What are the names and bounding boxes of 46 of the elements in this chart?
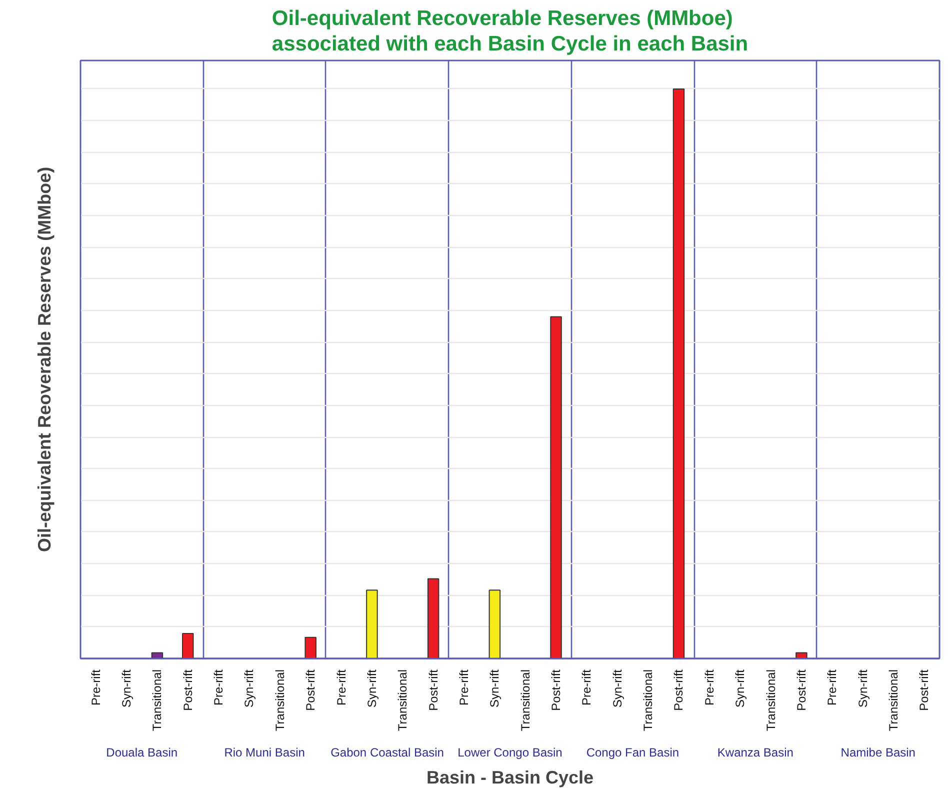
x-tick-label: Post-rift [917,668,932,711]
bar [672,88,685,658]
x-tick-label: Post-rift [794,668,808,711]
x-tick-label: Transitional [396,669,410,732]
x-tick-label: Transitional [150,669,164,732]
bar [366,590,378,658]
x-tick-label: Syn-rift [364,668,379,708]
chart-title: Oil-equivalent Recoverable Reserves (MMboe) associated with each Basin Cycle in each Basin [272,7,748,56]
x-tick-label: Syn-rift [242,668,256,708]
x-tick-label: Transitional [886,669,900,732]
text: Congo Fan Basin [586,746,680,760]
x-tick-label: Transitional [518,669,532,732]
x-tick-label: Pre-rift [580,668,594,706]
x-tick-label: Pre-rift [212,668,226,706]
x-tick-label: Syn-rift [488,668,502,708]
x-tick-label: Pre-rift [88,668,103,706]
y-axis-title: Oil-equivalent Reoverable Reserves (MMboe) [34,166,54,552]
x-tick-label: Transitional [764,669,778,732]
text: Lower Congo Basin [458,746,562,760]
x-tick-label: Syn-rift [733,668,748,708]
bar [304,636,316,658]
x-tick-label: Pre-rift [825,668,840,706]
x-tick-label: Syn-rift [610,668,624,708]
x-tick-label: Transitional [641,669,656,732]
bar [550,316,562,658]
bar [182,632,194,658]
text: Douala Basin [106,746,178,760]
text: Gabon Coastal Basin [330,746,444,760]
x-tick-label: Post-rift [672,668,686,711]
x-tick-label: Pre-rift [334,668,348,706]
text: Namibe Basin [840,746,916,760]
x-tick-label: Syn-rift [856,668,870,708]
x-tick-label: Pre-rift [456,668,471,706]
x-tick-label: Post-rift [549,668,564,711]
bar [488,590,501,658]
bar [427,578,440,658]
x-tick-label: Post-rift [426,668,440,711]
x-tick-label: Post-rift [180,668,195,711]
text: Kwanza Basin [717,746,794,760]
x-tick-label: Syn-rift [120,668,134,708]
x-axis-title: Basin - Basin Cycle [426,768,594,788]
text: Rio Muni Basin [224,746,305,760]
x-tick-label: Post-rift [304,668,318,711]
bar [796,652,808,658]
x-tick-label: Pre-rift [702,668,716,706]
x-tick-label: Transitional [272,669,287,732]
